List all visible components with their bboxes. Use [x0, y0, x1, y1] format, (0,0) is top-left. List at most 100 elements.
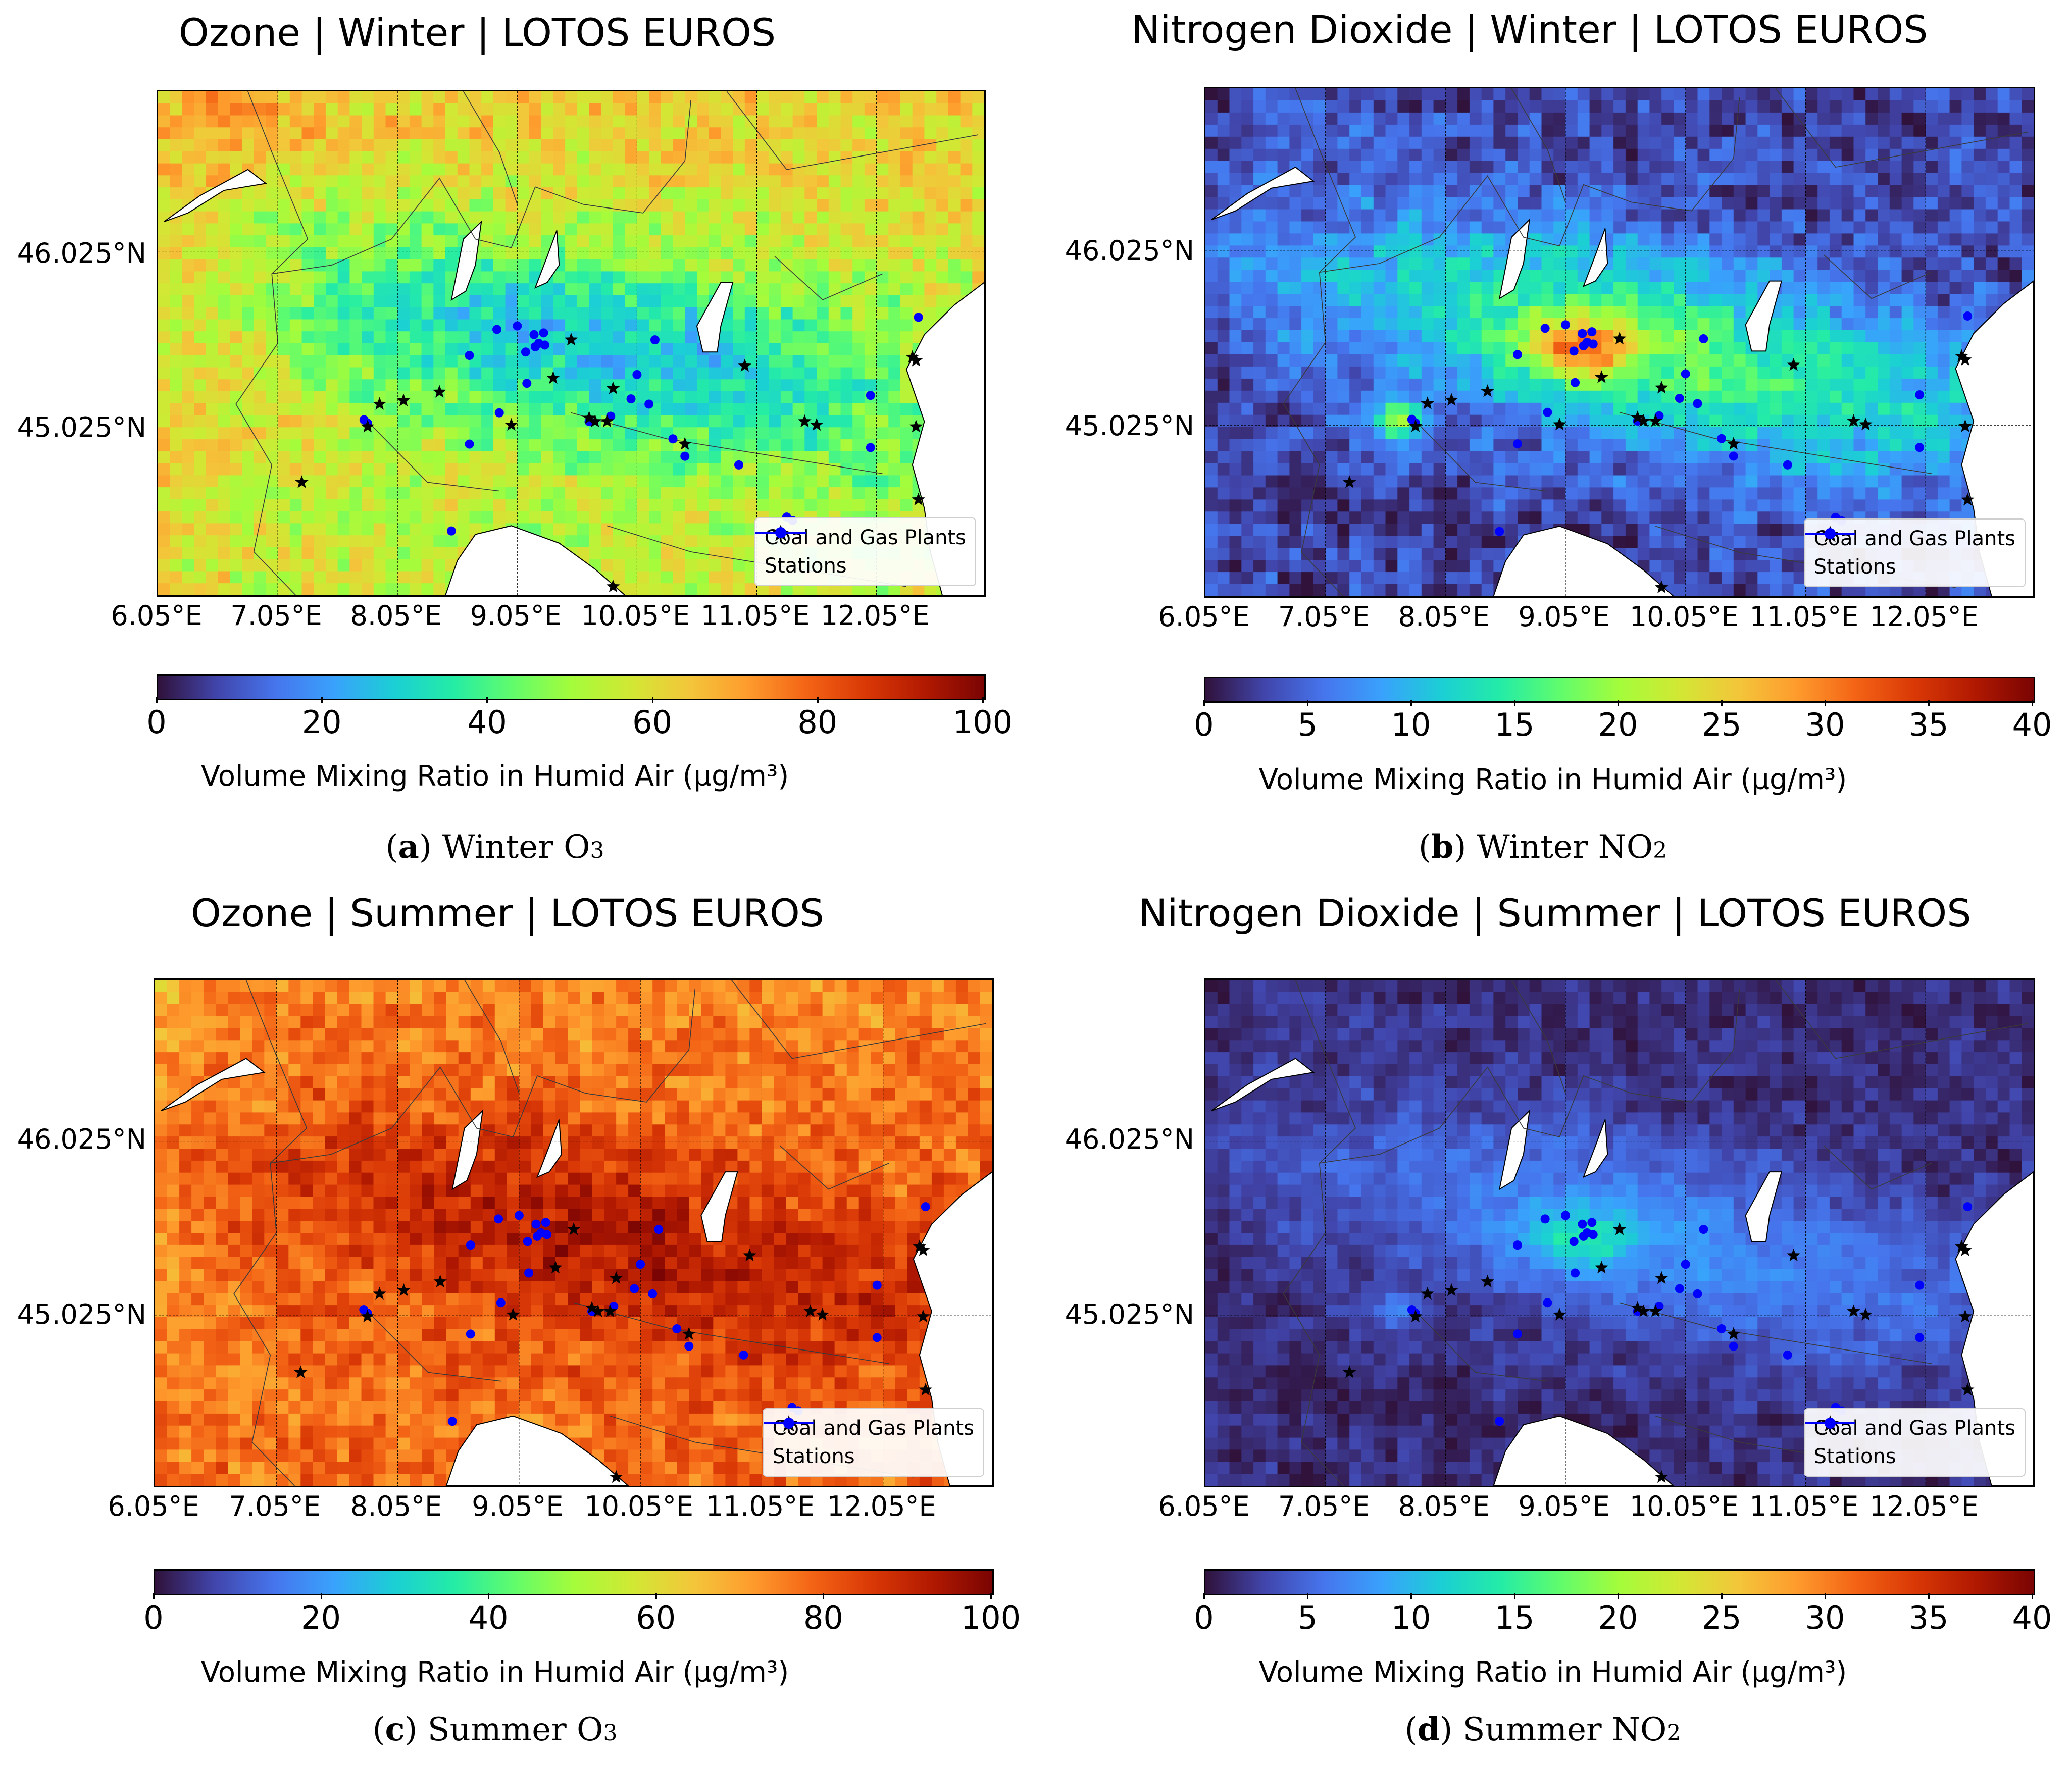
heatmap-cell [756, 247, 769, 260]
heatmap-cell [1289, 100, 1302, 113]
heatmap-cell [1889, 221, 1902, 234]
heatmap-cell [242, 403, 255, 416]
heatmap-cell [1889, 366, 1902, 379]
heatmap-cell [1457, 427, 1470, 440]
heatmap-cell [817, 451, 829, 464]
heatmap-cell [661, 295, 674, 308]
heatmap-cell [206, 559, 219, 572]
heatmap-cell [409, 247, 422, 260]
heatmap-cell [481, 175, 494, 188]
heatmap-cell [1829, 136, 1842, 149]
heatmap-cell [1445, 148, 1458, 162]
heatmap-cell [1685, 414, 1698, 428]
heatmap-cell [721, 367, 733, 380]
heatmap-cell [337, 211, 350, 224]
plant-point [909, 420, 923, 433]
heatmap-cell [373, 523, 386, 536]
heatmap-cell [1325, 306, 1338, 319]
heatmap-cell [888, 487, 901, 500]
heatmap-cell [1349, 414, 1362, 428]
heatmap-cell [625, 499, 637, 512]
heatmap-cell [1553, 221, 1566, 234]
heatmap-cell [601, 331, 614, 344]
heatmap-cell [362, 475, 374, 488]
heatmap-cell [756, 379, 769, 392]
heatmap-cell [373, 151, 386, 164]
heatmap-cell [828, 379, 841, 392]
heatmap-cell [673, 187, 685, 200]
heatmap-cell [1889, 209, 1902, 222]
heatmap-cell [625, 439, 637, 452]
heatmap-cell [577, 103, 590, 116]
heatmap-cell [888, 91, 901, 104]
heatmap-cell [1313, 330, 1326, 343]
heatmap-cell [780, 187, 793, 200]
heatmap-cell [1697, 270, 1710, 282]
heatmap-cell [721, 391, 733, 404]
heatmap-cell [601, 499, 614, 512]
heatmap-cell [840, 187, 853, 200]
chart-title: Nitrogen Dioxide | Winter | LOTOS EUROS [1131, 7, 1928, 52]
heatmap-cell [1217, 366, 1230, 379]
heatmap-cell [924, 127, 937, 140]
heatmap-cell [637, 223, 649, 236]
heatmap-cell [337, 403, 350, 416]
heatmap-cell [373, 439, 386, 452]
heatmap-cell [1853, 209, 1866, 222]
heatmap-cell [1901, 136, 1914, 149]
heatmap-cell [1926, 257, 1938, 270]
heatmap-cell [1397, 100, 1410, 113]
heatmap-cell [218, 355, 230, 368]
heatmap-cell [481, 151, 494, 164]
heatmap-cell [481, 163, 494, 176]
heatmap-cell [1457, 221, 1470, 234]
heatmap-cell [1253, 233, 1266, 246]
heatmap-cell [1253, 221, 1266, 234]
heatmap-cell [1805, 209, 1818, 222]
heatmap-cell [864, 163, 877, 176]
heatmap-cell [1793, 100, 1806, 113]
heatmap-cell [1313, 112, 1326, 125]
heatmap-cell [744, 463, 757, 476]
heatmap-cell [1277, 366, 1290, 379]
panel-b: Nitrogen Dioxide | Winter | LOTOS EUROS … [1048, 0, 2072, 884]
heatmap-cell [589, 163, 601, 176]
heatmap-cell [505, 271, 518, 284]
heatmap-cell [421, 403, 434, 416]
heatmap-cell [1385, 330, 1398, 343]
heatmap-cell [769, 247, 781, 260]
plant-point [295, 475, 309, 488]
heatmap-cell [1961, 88, 1974, 101]
heatmap-cell [661, 163, 674, 176]
heatmap-cell [709, 415, 721, 428]
plant-point [678, 437, 692, 450]
heatmap-cell [206, 535, 219, 548]
heatmap-cell [1577, 112, 1590, 125]
heatmap-cell [613, 127, 626, 140]
heatmap-cell [589, 475, 601, 488]
heatmap-cell [697, 175, 710, 188]
heatmap-cell [1421, 270, 1434, 282]
heatmap-cell [1205, 294, 1218, 306]
heatmap-cell [1589, 124, 1602, 137]
heatmap-cell [158, 391, 171, 404]
heatmap-cell [1817, 342, 1830, 355]
heatmap-cell [1385, 221, 1398, 234]
heatmap-cell [445, 415, 458, 428]
heatmap-cell [828, 415, 841, 428]
heatmap-cell [254, 271, 266, 284]
heatmap-cell [649, 127, 662, 140]
heatmap-cell [601, 511, 614, 524]
heatmap-cell [1277, 402, 1290, 415]
heatmap-cell [1637, 390, 1650, 403]
heatmap-cell [661, 247, 674, 260]
heatmap-cell [230, 199, 242, 212]
heatmap-cell [744, 499, 757, 512]
heatmap-cell [1745, 233, 1758, 246]
heatmap-cell [445, 343, 458, 356]
heatmap-cell [769, 379, 781, 392]
heatmap-cell [1829, 402, 1842, 415]
heatmap-cell [397, 559, 410, 572]
heatmap-cell [2022, 173, 2034, 186]
heatmap-cell [864, 343, 877, 356]
